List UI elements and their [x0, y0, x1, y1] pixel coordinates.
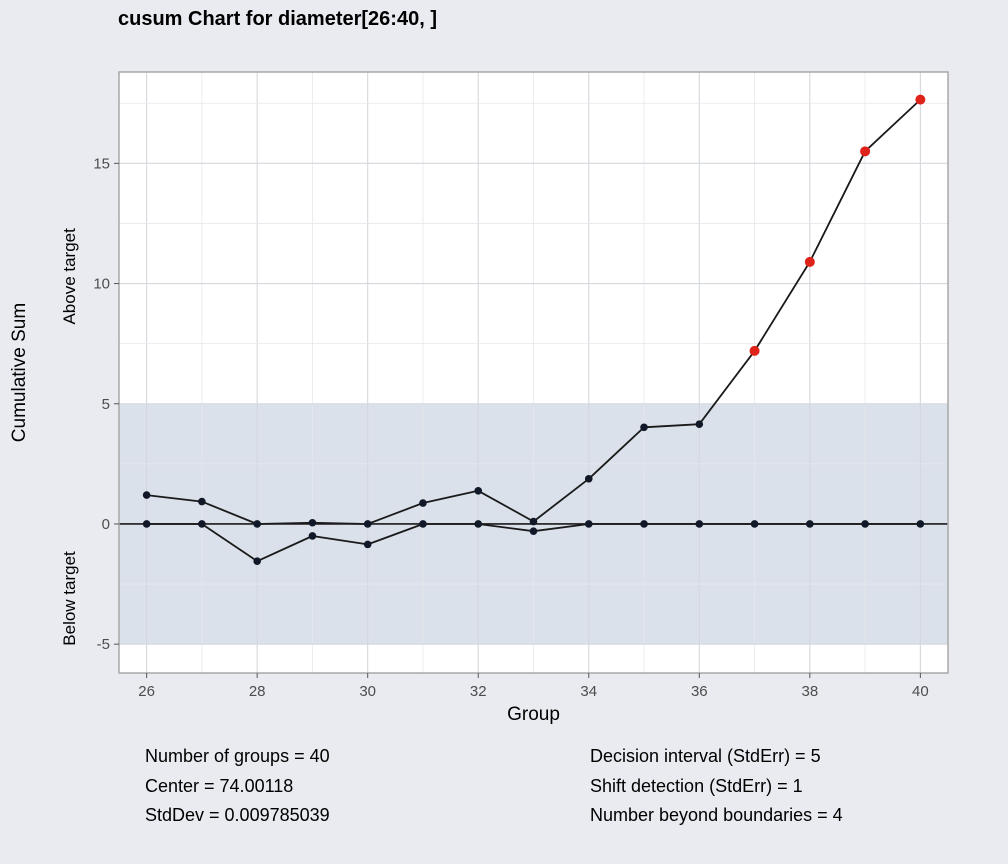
y-tick-label: 10 [93, 276, 110, 293]
data-point [253, 557, 261, 566]
y-tick-label: 5 [102, 396, 110, 413]
stat-stddev: StdDev = 0.009785039 [145, 805, 330, 825]
grid-lines [119, 72, 948, 673]
violation-point [804, 256, 815, 267]
y-tick-label: 15 [93, 155, 110, 172]
data-point [695, 420, 704, 428]
above-target-label: Above target [60, 228, 79, 325]
stat-decision-interval: Decision interval (StdErr) = 5 [590, 746, 821, 766]
below-target-label: Below target [60, 551, 79, 646]
panel-border [118, 71, 949, 674]
x-tick-label: 36 [691, 683, 708, 700]
x-tick-label: 38 [801, 683, 818, 700]
data-point [142, 520, 151, 528]
data-point [363, 520, 372, 528]
data-point [419, 499, 427, 507]
y-axis-title: Cumulative Sum [9, 303, 30, 442]
x-tick-label: 26 [138, 683, 155, 700]
data-point [806, 520, 814, 528]
data-point [916, 520, 925, 528]
data-point [529, 527, 538, 535]
stat-shift-detection: Shift detection (StdErr) = 1 [590, 775, 803, 796]
data-point [308, 518, 317, 527]
stat-number-of-groups: Number of groups = 40 [145, 746, 330, 766]
data-point [198, 497, 206, 506]
data-point [861, 520, 869, 528]
stat-center: Center = 74.00118 [145, 775, 294, 796]
data-point [142, 491, 151, 499]
data-point [640, 520, 648, 528]
x-axis-title: Group [507, 704, 560, 725]
data-point [363, 540, 372, 549]
data-point [419, 520, 427, 528]
data-point [750, 520, 759, 528]
stat-beyond-boundaries: Number beyond boundaries = 4 [590, 805, 843, 825]
y-tick-label: 0 [102, 516, 110, 533]
data-point [584, 520, 593, 528]
data-point [253, 520, 261, 528]
violation-point [860, 146, 871, 157]
data-point [695, 520, 704, 528]
data-point [529, 517, 538, 526]
x-tick-label: 32 [470, 683, 487, 700]
data-point [198, 520, 206, 528]
stats-left: Number of groups = 40 Center = 74.00118 … [145, 742, 330, 831]
data-point [308, 532, 317, 540]
x-tick-label: 40 [912, 683, 929, 700]
data-point [640, 423, 648, 432]
x-tick-label: 28 [249, 683, 266, 700]
stats-right: Decision interval (StdErr) = 5 Shift det… [590, 742, 843, 831]
data-point [584, 474, 593, 483]
violation-point [915, 94, 926, 105]
violation-point [749, 345, 760, 356]
x-tick-label: 34 [580, 683, 597, 700]
data-point [474, 520, 483, 528]
y-tick-label: -5 [97, 636, 110, 653]
chart-title: cusum Chart for diameter[26:40, ] [118, 8, 437, 30]
x-tick-label: 30 [359, 683, 376, 700]
data-point [474, 486, 483, 495]
